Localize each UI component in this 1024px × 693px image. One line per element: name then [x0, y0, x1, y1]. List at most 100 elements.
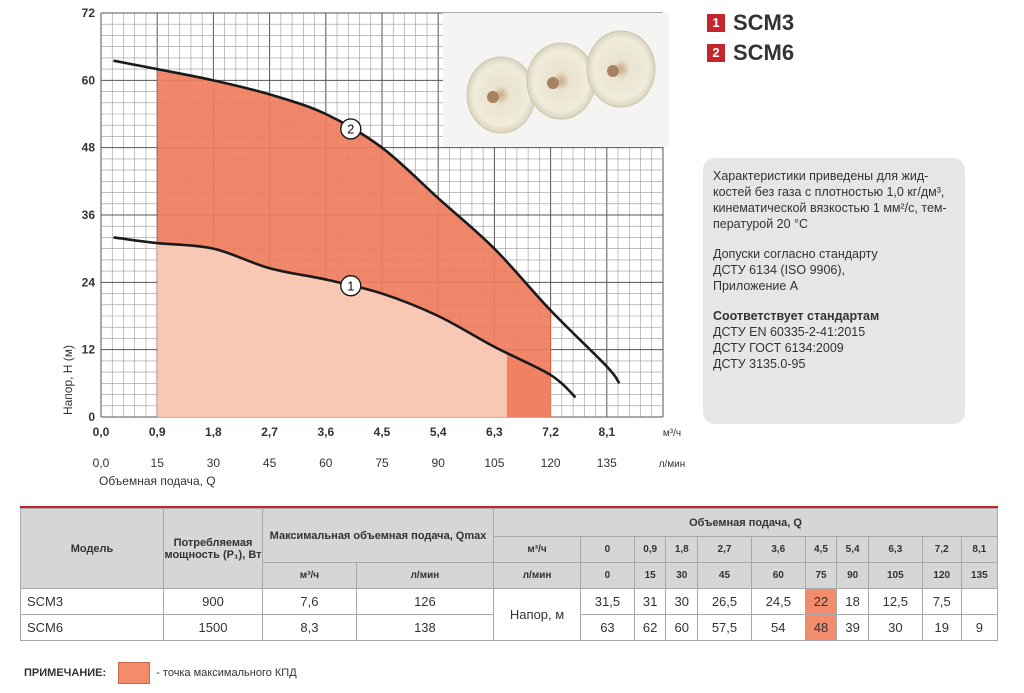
cell-qmax-lmin: 138 — [355, 614, 495, 641]
scm6-curve — [113, 59, 621, 385]
info-text: ДСТУ EN 60335-2-41:2015 — [713, 325, 866, 339]
cell-head: 62 — [633, 614, 667, 641]
scm3-badge-label: 1 — [347, 278, 354, 293]
info-box: Характеристики приведены для жид- костей… — [703, 158, 965, 424]
performance-curves: 12 — [113, 59, 621, 399]
cell-head: 26,5 — [697, 588, 752, 615]
x-unit-lmin: л/мин — [659, 459, 686, 470]
cell-head: 22 — [804, 588, 838, 615]
x-tick-label-m3h: 5,4 — [430, 425, 447, 439]
scm3-badge — [340, 275, 362, 297]
th-power: Потребляемая мощность (P₁), Вт — [163, 508, 263, 589]
legend-num: 2 — [707, 44, 725, 62]
info-heading: Соответствует стандартам — [713, 309, 880, 323]
cell-head: 48 — [804, 614, 838, 641]
cell-head: 24,5 — [750, 588, 806, 615]
x-tick-label-m3h: 7,2 — [542, 425, 559, 439]
y-tick-label: 12 — [82, 343, 96, 357]
th-q-lmin: 60 — [750, 562, 806, 589]
x-tick-label-lmin: 0,0 — [93, 456, 110, 470]
th-unit-m3h: м³/ч — [493, 536, 582, 563]
cell-power: 1500 — [163, 614, 263, 641]
cell-head — [960, 588, 999, 615]
x-tick-label-lmin: 45 — [263, 456, 277, 470]
cell-head: 31,5 — [580, 588, 635, 615]
info-text: Допуски согласно стандарту — [713, 247, 878, 261]
info-text: ДСТУ 3135.0-95 — [713, 357, 806, 371]
th-q-lmin: 45 — [697, 562, 752, 589]
y-tick-label: 72 — [82, 6, 96, 20]
info-text: ДСТУ ГОСТ 6134:2009 — [713, 341, 844, 355]
th-q-m3h: 7,2 — [921, 536, 962, 563]
info-text: Характеристики приведены для жид- — [713, 169, 929, 183]
spec-table: Модель Потребляемая мощность (P₁), Вт Ма… — [20, 508, 999, 641]
x-axis-label: Объемная подача, Q — [99, 474, 216, 488]
note-label: ПРИМЕЧАНИЕ: — [24, 667, 107, 679]
th-q-m3h: 0 — [580, 536, 635, 563]
th-qmax: Максимальная объемная подача, Qmax — [261, 508, 495, 563]
th-q-lmin: 30 — [665, 562, 699, 589]
info-text: пературой 20 °C — [713, 217, 809, 231]
cell-qmax-lmin: 126 — [355, 588, 495, 615]
th-q-m3h: 6,3 — [867, 536, 923, 563]
note: ПРИМЕЧАНИЕ: - точка максимального КПД — [24, 662, 297, 684]
impeller-image-icon — [466, 30, 656, 134]
th-unit-lmin: л/мин — [493, 562, 582, 589]
info-text: костей без газа с плотностью 1,0 кг/дм³, — [713, 185, 945, 199]
th-flow: Объемная подача, Q — [493, 508, 998, 537]
th-q-m3h: 0,9 — [633, 536, 667, 563]
cell-head: 30 — [867, 614, 923, 641]
th-q-lmin: 15 — [633, 562, 667, 589]
th-q-m3h: 4,5 — [804, 536, 838, 563]
legend-num: 1 — [707, 14, 725, 32]
cell-head: 60 — [665, 614, 699, 641]
y-tick-label: 0 — [88, 410, 95, 424]
x-tick-label-m3h: 0,9 — [149, 425, 166, 439]
x-tick-label-lmin: 120 — [541, 456, 561, 470]
th-q-m3h: 2,7 — [697, 536, 752, 563]
th-q-lmin: 90 — [836, 562, 869, 589]
legend-item-scm3: 1 SCM3 — [707, 10, 794, 36]
x-tick-label-lmin: 60 — [319, 456, 333, 470]
scm6-badge — [340, 118, 362, 140]
cell-head: 57,5 — [697, 614, 752, 641]
x-tick-label-m3h: 4,5 — [374, 425, 391, 439]
th-q-m3h: 8,1 — [960, 536, 999, 563]
scm3-max-eff-area — [506, 353, 551, 417]
y-tick-label: 24 — [82, 275, 96, 289]
legend-label: SCM6 — [733, 40, 795, 65]
x-tick-label-lmin: 90 — [432, 456, 446, 470]
th-q-lmin: 120 — [921, 562, 962, 589]
table-top-rule — [20, 506, 998, 508]
cell-head: 9 — [960, 614, 999, 641]
max-efficiency-swatch — [118, 662, 151, 684]
legend-item-scm6: 2 SCM6 — [707, 40, 794, 66]
th-q-lmin: 75 — [804, 562, 838, 589]
x-tick-label-m3h: 8,1 — [598, 425, 615, 439]
y-axis-label: Напор, H (м) — [61, 345, 75, 415]
cell-head: 63 — [580, 614, 635, 641]
y-tick-label: 48 — [82, 141, 96, 155]
x-tick-label-m3h: 0,0 — [93, 425, 110, 439]
cell-qmax-m3h: 7,6 — [262, 588, 357, 615]
y-tick-label: 60 — [82, 73, 96, 87]
scm6-badge-label: 2 — [347, 121, 354, 136]
th-q-m3h: 3,6 — [750, 536, 806, 563]
note-text: - точка максимального КПД — [156, 667, 297, 679]
th-qmax-m3h: м³/ч — [262, 562, 357, 589]
info-text: кинематической вязкостью 1 мм²/с, тем- — [713, 201, 947, 215]
cell-head: 31 — [633, 588, 667, 615]
x-tick-label-m3h: 2,7 — [261, 425, 278, 439]
x-tick-label-lmin: 15 — [151, 456, 165, 470]
th-q-lmin: 105 — [867, 562, 923, 589]
legend-label: SCM3 — [733, 10, 795, 35]
th-qmax-lmin: л/мин — [355, 562, 495, 589]
x-tick-label-lmin: 105 — [484, 456, 504, 470]
th-q-m3h: 1,8 — [665, 536, 699, 563]
cell-head: 39 — [836, 614, 869, 641]
cell-head: 54 — [750, 614, 806, 641]
info-text: ДСТУ 6134 (ISO 9906), — [713, 263, 846, 277]
cell-model: SCM6 — [20, 614, 164, 641]
cell-qmax-m3h: 8,3 — [262, 614, 357, 641]
